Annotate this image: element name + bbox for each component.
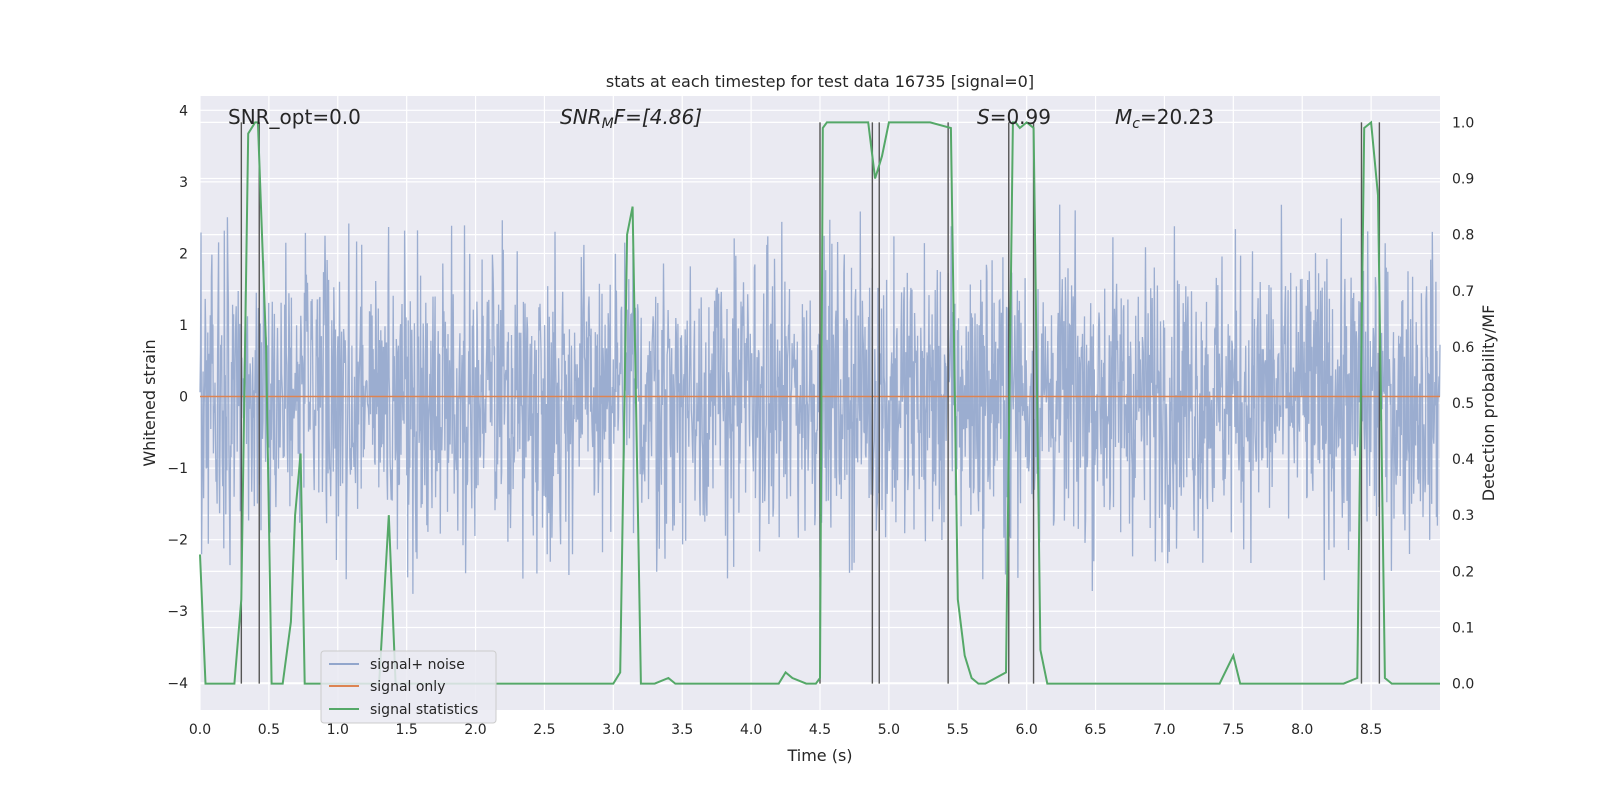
x-tick-label: 1.5: [396, 722, 418, 738]
x-tick-label: 7.0: [1153, 722, 1175, 738]
y-right-tick-label: 0.2: [1452, 564, 1474, 580]
annotation-s: S=0.99: [977, 105, 1051, 129]
mc-subscript: c: [1132, 116, 1140, 132]
y-right-tick-label: 0.1: [1452, 620, 1474, 636]
y-left-tick-label: 0: [179, 390, 188, 406]
legend-label-signal-only: signal only: [370, 679, 445, 695]
signal-statistics-line: [199, 120, 1440, 685]
snr-mf-symbol: SNR: [560, 105, 602, 129]
y-axis-right-label: Detection probability/MF: [1479, 305, 1498, 502]
chart-title: stats at each timestep for test data 167…: [606, 72, 1034, 91]
annotation-mc: Mc=20.23: [1115, 105, 1214, 132]
x-tick-label: 5.5: [947, 722, 969, 738]
y-left-tick-label: −1: [167, 461, 188, 477]
y-right-tick-label: 0.8: [1452, 228, 1474, 244]
y-right-tick-label: 0.0: [1452, 677, 1474, 693]
x-tick-label: 8.0: [1291, 722, 1313, 738]
x-tick-label: 0.0: [189, 722, 211, 738]
mc-symbol: M: [1115, 105, 1132, 129]
y-right-tick-label: 0.4: [1452, 452, 1474, 468]
y-left-tick-label: 1: [179, 318, 188, 334]
s-symbol: S: [977, 105, 990, 129]
x-tick-label: 6.0: [1016, 722, 1038, 738]
x-tick-label: 2.5: [533, 722, 555, 738]
x-tick-label: 1.0: [327, 722, 349, 738]
y-left-tick-label: 4: [179, 103, 188, 119]
y-left-tick-label: 2: [179, 246, 188, 262]
y-right-tick-label: 0.6: [1452, 340, 1474, 356]
x-tick-label: 6.5: [1084, 722, 1106, 738]
x-tick-label: 0.5: [258, 722, 280, 738]
x-axis-label: Time (s): [786, 746, 852, 765]
x-tick-label: 4.0: [740, 722, 762, 738]
x-tick-label: 3.0: [602, 722, 624, 738]
y-right-tick-label: 0.5: [1452, 396, 1474, 412]
axis-ticks: 0.0 0.5 1.0 1.5 2.0 2.5 3.0 3.5 4.0 4.5 5.0 5.5 6.0 6…: [167, 103, 1474, 738]
y-left-tick-label: −3: [167, 604, 188, 620]
legend-box: [320, 650, 497, 724]
legend-label-noise: signal+ noise: [370, 657, 465, 673]
snr-mf-value: F=[4.86]: [614, 105, 702, 129]
y-left-tick-label: −4: [167, 676, 188, 692]
mc-value: =20.23: [1140, 105, 1214, 129]
y-right-tick-label: 0.7: [1452, 284, 1474, 300]
annotation-snr-opt: SNR_opt=0.0: [228, 105, 361, 129]
x-tick-label: 7.5: [1222, 722, 1244, 738]
x-tick-label: 2.0: [464, 722, 486, 738]
y-right-tick-label: 0.3: [1452, 508, 1474, 524]
s-value: =0.99: [990, 105, 1051, 129]
annotation-snr-mf: SNRMF=[4.86]: [560, 105, 702, 132]
x-tick-label: 5.0: [878, 722, 900, 738]
y-right-tick-label: 0.9: [1452, 172, 1474, 188]
legend-label-statistics: signal statistics: [370, 702, 478, 718]
y-left-tick-label: −2: [167, 533, 188, 549]
x-tick-label: 3.5: [671, 722, 693, 738]
y-axis-left-label: Whitened strain: [140, 339, 159, 466]
y-right-tick-label: 1.0: [1452, 115, 1474, 131]
y-left-tick-label: 3: [179, 175, 188, 191]
snr-mf-subscript: M: [602, 116, 614, 132]
x-tick-label: 4.5: [809, 722, 831, 738]
legend: signal+ noise signal only signal statist…: [320, 650, 497, 724]
x-tick-label: 8.5: [1360, 722, 1382, 738]
